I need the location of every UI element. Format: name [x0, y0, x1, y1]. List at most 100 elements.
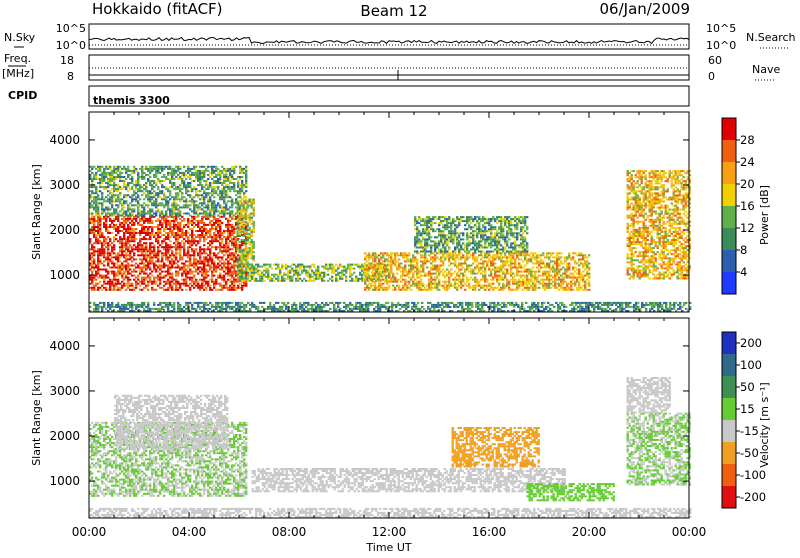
heatmap-cell — [496, 287, 498, 289]
heatmap-cell — [241, 219, 243, 221]
heatmap-cell — [127, 263, 129, 265]
heatmap-cell — [378, 281, 380, 283]
heatmap-cell — [129, 252, 131, 254]
heatmap-cell — [466, 254, 468, 256]
heatmap-cell — [175, 263, 177, 265]
heatmap-cell — [109, 287, 111, 289]
heatmap-cell — [448, 281, 450, 283]
heatmap-cell — [267, 272, 269, 274]
heatmap-cell — [113, 271, 115, 273]
heatmap-cell — [187, 248, 189, 250]
heatmap-cell — [233, 267, 235, 269]
heatmap-cell — [394, 277, 396, 279]
heatmap-cell — [103, 260, 105, 262]
heatmap-cell — [253, 209, 255, 211]
heatmap-cell — [179, 222, 181, 224]
heatmap-cell — [327, 270, 329, 272]
heatmap-cell — [137, 202, 139, 204]
heatmap-cell — [582, 258, 584, 260]
heatmap-cell — [502, 289, 504, 291]
heatmap-cell — [428, 260, 430, 262]
heatmap-cell — [241, 223, 243, 225]
heatmap-cell — [231, 206, 233, 208]
heatmap-cell — [229, 180, 231, 182]
heatmap-cell — [117, 184, 119, 186]
heatmap-cell — [243, 263, 245, 265]
heatmap-cell — [121, 287, 123, 289]
heatmap-cell — [193, 256, 195, 258]
heatmap-cell — [522, 285, 524, 287]
heatmap-cell — [203, 198, 205, 200]
heatmap-cell — [297, 276, 299, 278]
heatmap-cell — [253, 251, 255, 253]
heatmap-cell — [231, 248, 233, 250]
heatmap-cell — [245, 259, 247, 261]
heatmap-cell — [133, 210, 135, 212]
heatmap-cell — [438, 279, 440, 281]
heatmap-cell — [103, 236, 105, 238]
heatmap-cell — [253, 201, 255, 203]
heatmap-cell — [117, 281, 119, 283]
heatmap-cell — [400, 263, 402, 265]
heatmap-cell — [215, 176, 217, 178]
heatmap-cell — [482, 263, 484, 265]
heatmap-cell — [175, 250, 177, 252]
heatmap-cell — [125, 213, 127, 215]
heatmap-cell — [233, 168, 235, 170]
heatmap-cell — [494, 263, 496, 265]
heatmap-cell — [538, 287, 540, 289]
heatmap-cell — [247, 266, 249, 268]
heatmap-cell — [143, 228, 145, 230]
heatmap-cell — [97, 265, 99, 267]
heatmap-cell — [155, 281, 157, 283]
heatmap-cell — [133, 172, 135, 174]
heatmap-cell — [189, 256, 191, 258]
heatmap-cell — [145, 269, 147, 271]
heatmap-cell — [243, 272, 245, 274]
heatmap-cell — [406, 289, 408, 291]
heatmap-cell — [245, 270, 247, 272]
heatmap-cell — [179, 210, 181, 212]
heatmap-cell — [225, 172, 227, 174]
heatmap-cell — [327, 274, 329, 276]
heatmap-cell — [229, 172, 231, 174]
heatmap-cell — [105, 224, 107, 226]
heatmap-cell — [394, 289, 396, 291]
heatmap-cell — [153, 267, 155, 269]
heatmap-cell — [181, 230, 183, 232]
heatmap-cell — [215, 166, 217, 168]
heatmap-cell — [101, 202, 103, 204]
heatmap-cell — [193, 222, 195, 224]
heatmap-cell — [195, 279, 197, 281]
heatmap-cell — [313, 266, 315, 268]
heatmap-cell — [187, 213, 189, 215]
heatmap-cell — [155, 198, 157, 200]
heatmap-cell — [105, 188, 107, 190]
heatmap-cell — [221, 256, 223, 258]
heatmap-cell — [149, 218, 151, 220]
heatmap-cell — [179, 168, 181, 170]
heatmap-cell — [251, 253, 253, 255]
heatmap-cell — [416, 258, 418, 260]
heatmap-cell — [430, 281, 432, 283]
heatmap-cell — [255, 278, 257, 280]
heatmap-cell — [468, 285, 470, 287]
heatmap-cell — [163, 263, 165, 265]
heatmap-cell — [203, 244, 205, 246]
heatmap-cell — [434, 254, 436, 256]
heatmap-cell — [107, 210, 109, 212]
heatmap-cell — [173, 178, 175, 180]
heatmap-cell — [522, 260, 524, 262]
heatmap-cell — [319, 274, 321, 276]
heatmap-cell — [173, 260, 175, 262]
heatmap-cell — [586, 256, 588, 258]
heatmap-cell — [247, 225, 249, 227]
heatmap-cell — [97, 196, 99, 198]
heatmap-cell — [508, 283, 510, 285]
heatmap-cell — [374, 283, 376, 285]
heatmap-cell — [309, 268, 311, 270]
heatmap-cell — [175, 218, 177, 220]
heatmap-cell — [582, 267, 584, 269]
heatmap-cell — [229, 220, 231, 222]
heatmap-cell — [175, 206, 177, 208]
